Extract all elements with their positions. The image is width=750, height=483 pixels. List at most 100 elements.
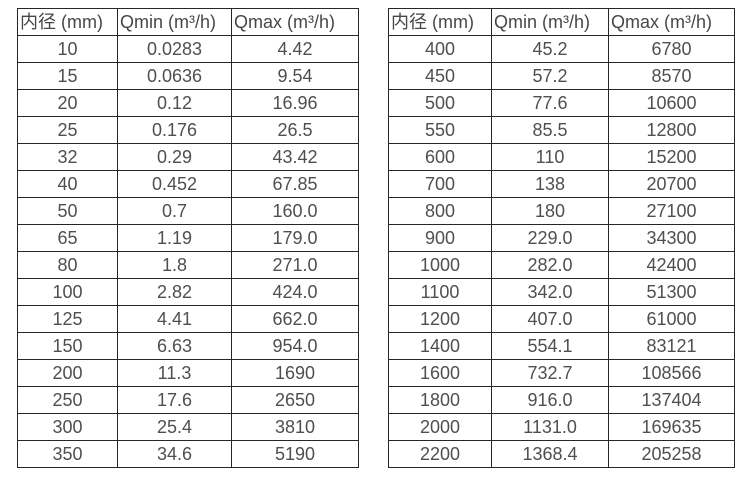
- qmin-cell: 4.41: [117, 305, 232, 333]
- qmax-cell: 3810: [231, 413, 359, 441]
- qmax-cell: 34300: [608, 224, 735, 252]
- qmin-cell: 45.2: [491, 35, 609, 63]
- diameter-cell: 200: [17, 359, 118, 387]
- diameter-cell: 1000: [388, 251, 492, 279]
- qmax-cell: 271.0: [231, 251, 359, 279]
- qmin-cell: 110: [491, 143, 609, 171]
- qmax-cell: 20700: [608, 170, 735, 198]
- table-row: 500 77.6 10600: [388, 89, 735, 117]
- diameter-cell: 300: [17, 413, 118, 441]
- qmax-cell: 108566: [608, 359, 735, 387]
- table-row: 550 85.5 12800: [388, 116, 735, 144]
- diameter-cell: 1400: [388, 332, 492, 360]
- diameter-cell: 80: [17, 251, 118, 279]
- qmax-cell: 26.5: [231, 116, 359, 144]
- table-row: 1800 916.0 137404: [388, 386, 735, 414]
- qmax-cell: 61000: [608, 305, 735, 333]
- diameter-cell: 700: [388, 170, 492, 198]
- qmin-cell: 34.6: [117, 440, 232, 468]
- table-row: 100 2.82 424.0: [17, 278, 359, 306]
- diameter-cell: 100: [17, 278, 118, 306]
- qmin-cell: 0.176: [117, 116, 232, 144]
- qmin-cell: 732.7: [491, 359, 609, 387]
- qmax-cell: 662.0: [231, 305, 359, 333]
- diameter-cell: 550: [388, 116, 492, 144]
- table-row: 900 229.0 34300: [388, 224, 735, 252]
- qmin-cell: 1131.0: [491, 413, 609, 441]
- qmin-cell: 554.1: [491, 332, 609, 360]
- qmax-cell: 12800: [608, 116, 735, 144]
- column-header: Qmax (m³/h): [608, 8, 735, 36]
- table-row: 350 34.6 5190: [17, 440, 359, 468]
- table-row: 20 0.12 16.96: [17, 89, 359, 117]
- column-header: Qmax (m³/h): [231, 8, 359, 36]
- qmin-cell: 1368.4: [491, 440, 609, 468]
- table-row: 15 0.0636 9.54: [17, 62, 359, 90]
- qmax-cell: 67.85: [231, 170, 359, 198]
- column-header: Qmin (m³/h): [491, 8, 609, 36]
- table-row: 80 1.8 271.0: [17, 251, 359, 279]
- diameter-cell: 450: [388, 62, 492, 90]
- qmin-cell: 342.0: [491, 278, 609, 306]
- table-row: 1100 342.0 51300: [388, 278, 735, 306]
- qmin-cell: 0.12: [117, 89, 232, 117]
- table-row: 10 0.0283 4.42: [17, 35, 359, 63]
- qmin-cell: 1.19: [117, 224, 232, 252]
- qmin-cell: 0.29: [117, 143, 232, 171]
- table-row: 700 138 20700: [388, 170, 735, 198]
- qmax-cell: 179.0: [231, 224, 359, 252]
- table-row: 25 0.176 26.5: [17, 116, 359, 144]
- diameter-cell: 65: [17, 224, 118, 252]
- qmax-cell: 205258: [608, 440, 735, 468]
- qmin-cell: 57.2: [491, 62, 609, 90]
- qmin-cell: 407.0: [491, 305, 609, 333]
- qmax-cell: 6780: [608, 35, 735, 63]
- qmax-cell: 10600: [608, 89, 735, 117]
- table-row: 600 110 15200: [388, 143, 735, 171]
- table-row: 300 25.4 3810: [17, 413, 359, 441]
- diameter-cell: 150: [17, 332, 118, 360]
- diameter-cell: 400: [388, 35, 492, 63]
- diameter-cell: 900: [388, 224, 492, 252]
- diameter-cell: 50: [17, 197, 118, 225]
- qmin-cell: 916.0: [491, 386, 609, 414]
- qmin-cell: 85.5: [491, 116, 609, 144]
- diameter-cell: 800: [388, 197, 492, 225]
- qmin-cell: 0.0283: [117, 35, 232, 63]
- table-row: 65 1.19 179.0: [17, 224, 359, 252]
- flow-rate-tables: 内径 (mm) Qmin (m³/h) Qmax (m³/h) 10 0.0283 4.…: [17, 8, 735, 468]
- table-row: 40 0.452 67.85: [17, 170, 359, 198]
- qmin-cell: 0.452: [117, 170, 232, 198]
- qmin-cell: 2.82: [117, 278, 232, 306]
- table-row: 250 17.6 2650: [17, 386, 359, 414]
- qmin-cell: 77.6: [491, 89, 609, 117]
- column-header: 内径 (mm): [388, 8, 492, 36]
- qmax-cell: 16.96: [231, 89, 359, 117]
- qmax-cell: 27100: [608, 197, 735, 225]
- diameter-cell: 600: [388, 143, 492, 171]
- qmax-cell: 160.0: [231, 197, 359, 225]
- table-row: 800 180 27100: [388, 197, 735, 225]
- qmax-cell: 137404: [608, 386, 735, 414]
- diameter-cell: 10: [17, 35, 118, 63]
- qmin-cell: 282.0: [491, 251, 609, 279]
- column-header: Qmin (m³/h): [117, 8, 232, 36]
- table-row: 200 11.3 1690: [17, 359, 359, 387]
- diameter-cell: 15: [17, 62, 118, 90]
- qmax-cell: 4.42: [231, 35, 359, 63]
- qmax-cell: 15200: [608, 143, 735, 171]
- qmin-cell: 138: [491, 170, 609, 198]
- table-row: 1600 732.7 108566: [388, 359, 735, 387]
- diameter-cell: 350: [17, 440, 118, 468]
- qmin-cell: 6.63: [117, 332, 232, 360]
- diameter-cell: 250: [17, 386, 118, 414]
- qmax-cell: 9.54: [231, 62, 359, 90]
- table-row: 150 6.63 954.0: [17, 332, 359, 360]
- qmin-cell: 17.6: [117, 386, 232, 414]
- qmax-cell: 954.0: [231, 332, 359, 360]
- qmax-cell: 42400: [608, 251, 735, 279]
- diameter-cell: 2200: [388, 440, 492, 468]
- qmax-cell: 5190: [231, 440, 359, 468]
- qmax-cell: 169635: [608, 413, 735, 441]
- diameter-cell: 1600: [388, 359, 492, 387]
